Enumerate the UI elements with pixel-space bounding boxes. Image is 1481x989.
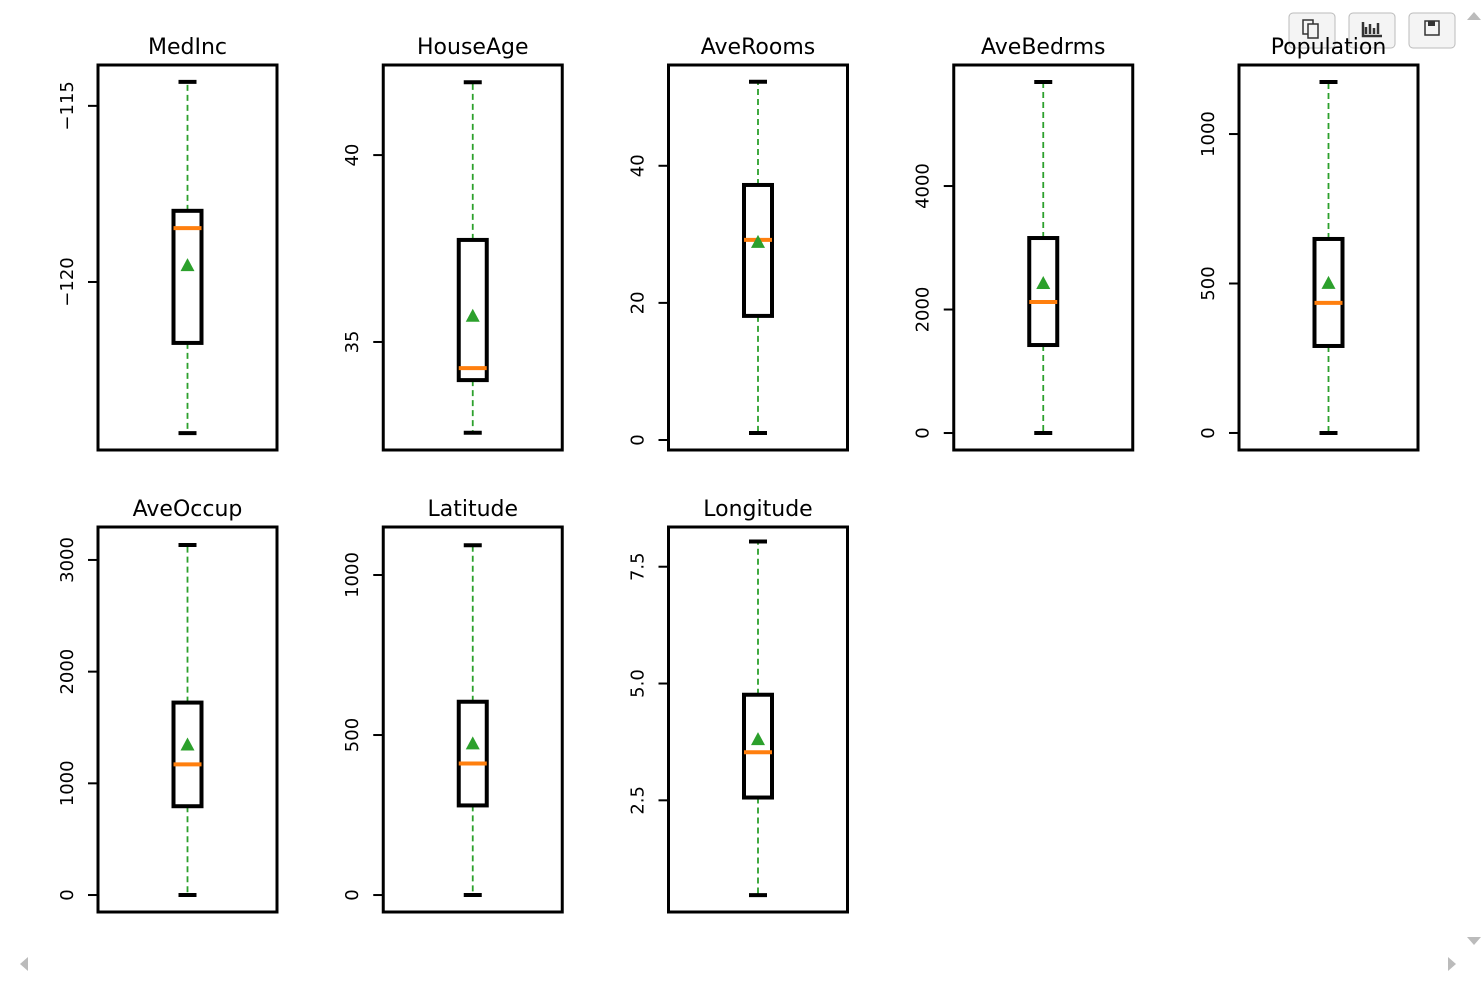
y-tick-label: 1000	[57, 760, 78, 806]
y-tick-label: 0	[57, 889, 78, 900]
box	[1312, 236, 1345, 348]
y-tick-label: 0	[913, 427, 934, 438]
box	[171, 700, 204, 809]
y-tick-label: 5.0	[628, 669, 649, 698]
box	[742, 692, 774, 800]
y-tick-label: −115	[57, 81, 78, 130]
axes-frame	[381, 63, 564, 452]
axes-frame	[96, 63, 279, 452]
y-tick-label: 4000	[913, 163, 934, 209]
subplot: Population 0 500 1000	[1198, 35, 1420, 452]
subplot: Longitude 2.5 5.0 7.5	[628, 497, 849, 914]
subplot: AveRooms 0 20 40	[628, 35, 849, 452]
y-tick-label: 0	[628, 434, 649, 445]
y-tick-label: 7.5	[628, 552, 649, 581]
box	[456, 237, 489, 383]
mean-marker	[751, 234, 765, 248]
y-tick-label: 500	[342, 718, 363, 752]
mean-marker	[465, 308, 480, 322]
y-tick-label: 1000	[342, 552, 363, 598]
y-tick-label: −120	[57, 257, 78, 306]
mean-marker	[1036, 276, 1051, 290]
y-tick-label: 2000	[57, 649, 78, 695]
mean-marker	[465, 736, 480, 750]
axes-frame	[381, 525, 564, 914]
box	[742, 182, 774, 318]
scroll-right[interactable]	[1448, 957, 1456, 971]
axes-frame	[952, 63, 1135, 452]
subplot-title: HouseAge	[417, 35, 529, 60]
box	[456, 699, 489, 808]
scroll-down[interactable]	[1467, 937, 1481, 945]
subplot-title: AveOccup	[133, 497, 243, 522]
subplot-title: Population	[1271, 35, 1387, 60]
y-tick-label: 20	[628, 291, 649, 314]
copy-button[interactable]	[1288, 12, 1336, 49]
mean-marker	[1321, 275, 1336, 289]
scroll-up[interactable]	[1467, 12, 1481, 20]
subplot-title: Latitude	[427, 497, 518, 522]
y-tick-label: 2.5	[628, 786, 649, 815]
mean-marker	[180, 737, 195, 751]
y-tick-label: 0	[1198, 427, 1219, 438]
chart-button[interactable]	[1348, 12, 1396, 49]
mean-marker	[751, 732, 765, 746]
subplot: AveBedrms 0 2000 4000	[913, 35, 1135, 452]
subplot-title: Longitude	[703, 497, 812, 522]
y-tick-label: 40	[628, 154, 649, 177]
axes-frame	[667, 525, 849, 914]
subplot: MedInc −115 −120	[57, 35, 279, 452]
mean-marker	[180, 258, 195, 272]
y-tick-label: 40	[342, 144, 363, 167]
box	[1027, 236, 1060, 348]
subplot-title: AveRooms	[701, 35, 815, 60]
y-tick-label: 3000	[57, 537, 78, 583]
scroll-left[interactable]	[20, 957, 28, 971]
subplot: HouseAge 35 40	[342, 35, 564, 452]
y-tick-label: 1000	[1198, 111, 1219, 157]
axes-frame	[667, 63, 849, 452]
axes-frame	[1237, 63, 1420, 452]
y-tick-label: 0	[342, 889, 363, 900]
subplot: Latitude 0 500 1000	[342, 497, 564, 914]
y-tick-label: 2000	[913, 287, 934, 333]
y-tick-label: 35	[342, 331, 363, 354]
save-button[interactable]	[1408, 12, 1456, 49]
subplot: AveOccup 0 1000 2000 3000	[57, 497, 279, 914]
y-tick-label: 500	[1198, 266, 1219, 300]
subplot-title: MedInc	[148, 35, 227, 60]
axes-frame	[96, 525, 279, 914]
toolbar	[1288, 12, 1456, 49]
box	[171, 208, 204, 345]
subplot-title: AveBedrms	[981, 35, 1105, 60]
